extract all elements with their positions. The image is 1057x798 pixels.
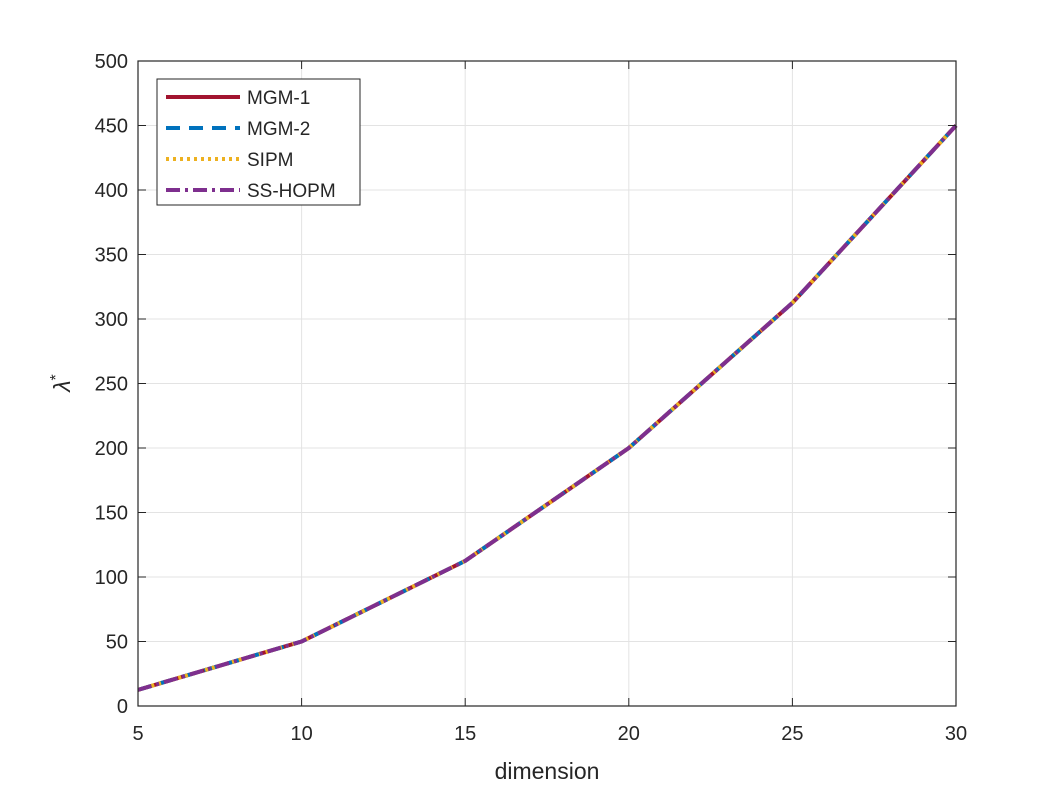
y-tick-label: 350 (95, 245, 128, 267)
series-lines (137, 124, 958, 692)
x-tick-label: 25 (781, 723, 803, 745)
y-axis-label-superscript: * (48, 374, 65, 380)
y-axis-label: λ* (48, 374, 75, 394)
x-tick-labels: 5 10 15 20 25 30 (132, 723, 967, 745)
y-tick-label: 400 (95, 180, 128, 202)
legend-label: MGM-1 (247, 88, 310, 109)
y-tick-label: 50 (106, 632, 128, 654)
x-tick-label: 10 (290, 723, 312, 745)
ticks (137, 60, 957, 707)
series-line-ss-hopm (137, 124, 958, 692)
y-tick-label: 0 (117, 696, 128, 718)
legend-box (156, 78, 361, 206)
y-axis-label-symbol: λ (49, 380, 75, 393)
y-tick-label: 150 (95, 503, 128, 525)
legend: MGM-1 MGM-2 SIPM SS-HOPM (156, 78, 361, 206)
y-tick-label: 500 (95, 51, 128, 73)
y-tick-label: 200 (95, 438, 128, 460)
legend-label: SIPM (247, 150, 293, 171)
y-tick-label: 250 (95, 374, 128, 396)
x-axis-label: dimension (495, 758, 600, 784)
y-tick-label: 300 (95, 309, 128, 331)
y-tick-label: 450 (95, 116, 128, 138)
y-tick-labels: 0 50 100 150 200 250 300 350 400 450 500 (95, 51, 128, 718)
x-tick-label: 20 (618, 723, 640, 745)
x-tick-label: 30 (945, 723, 967, 745)
y-tick-label: 100 (95, 567, 128, 589)
x-tick-label: 15 (454, 723, 476, 745)
x-tick-label: 5 (132, 723, 143, 745)
legend-label: MGM-2 (247, 119, 310, 140)
legend-label: SS-HOPM (247, 181, 336, 202)
legend-items: MGM-1 MGM-2 SIPM SS-HOPM (166, 88, 336, 202)
